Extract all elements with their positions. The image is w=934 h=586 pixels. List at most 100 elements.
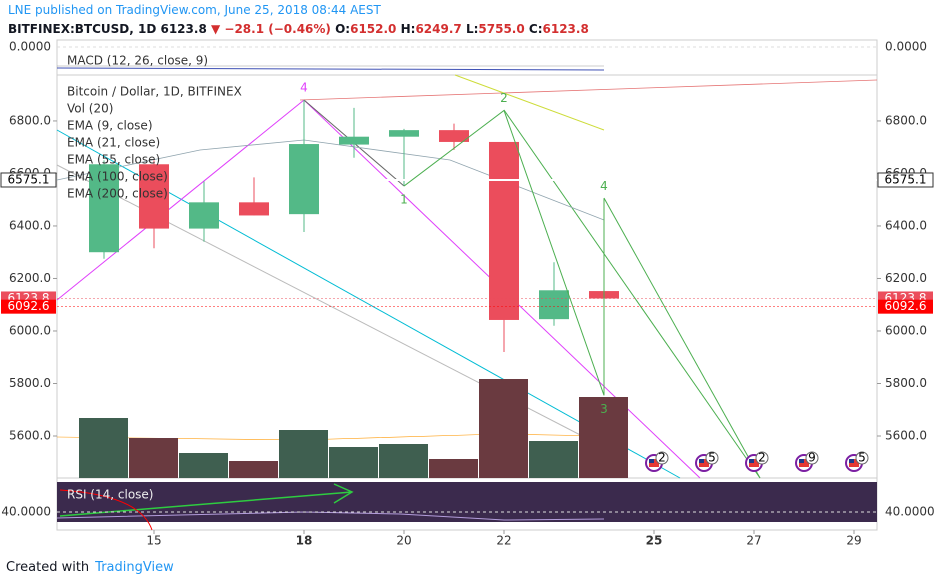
candle-body [139,164,169,229]
macd-line [56,67,605,71]
event-flag [749,459,754,463]
arrow-head [333,483,354,504]
volume-bar [579,397,628,478]
trend-line [454,74,605,131]
wave-label: 4 [300,80,308,94]
volume-bar [279,430,328,478]
legend-entry: Vol (20) [67,102,113,116]
event-badge [855,451,869,465]
candle-body [439,130,469,142]
price-tag-label: 6092.6 [885,299,927,313]
c-label: C: [528,22,543,36]
volume-bar [79,418,128,478]
y-tick-label: 6000.0 [9,323,51,337]
event-count: 9 [808,451,816,465]
rsi-tick-label: 40.0000 [885,505,934,519]
publisher: LNE published on TradingView.com, June 2… [8,3,381,17]
y-tick-label: 6400.0 [885,218,927,232]
o: 6152.0 [350,22,397,36]
y-tick-label: 5600.0 [9,428,51,442]
volume-bar [379,444,428,478]
footer: Created with TradingView [6,560,174,575]
h-label: H: [400,22,416,36]
event-count: 2 [758,451,766,465]
symbol: BITFINEX:BTCUSD, 1D [8,22,157,36]
price-tag-label: 6575.1 [885,172,927,186]
l-label: L: [465,22,479,36]
candle-body [239,202,269,216]
y-tick-label: 6200.0 [9,271,51,285]
wave-label: 2 [500,91,508,105]
rsi-curve [59,489,153,531]
brand: TradingView [95,560,174,575]
x-tick-label: 18 [296,534,313,548]
volume-bar [479,379,528,478]
y-tick-label: 6800.0 [9,113,51,127]
price-tag [0,172,57,188]
y-tick-label: 6000.0 [885,323,927,337]
macd-tick-label: 0.0000 [9,40,51,54]
volume-bar [429,459,478,478]
volume-bar [529,441,578,478]
event-flag [649,459,654,463]
x-tick-label: 20 [396,534,411,548]
wave-label: 4 [600,179,608,193]
rsi-label: RSI (14, close) [67,488,153,502]
y-tick-label: 5800.0 [885,376,927,390]
created: Created with [6,560,90,575]
header: LNE published on TradingView.com, June 2… [0,0,934,40]
candle-body [189,202,219,229]
legend-entry: EMA (100, close) [67,170,168,184]
price-tag [878,299,933,314]
rsi-band [57,482,877,522]
candle-body [389,130,419,137]
event-count: 5 [708,451,716,465]
event-flag [849,459,854,463]
candle-body [289,144,319,215]
x-tick-label: 27 [746,534,761,548]
trend-line [56,99,305,301]
rsi-line [56,511,605,521]
arrow: ▼ [210,22,221,36]
legend-entry: EMA (21, close) [67,136,160,150]
last: 6123.8 [160,22,207,36]
event-badge [805,451,819,465]
macd-tick-label: 0.0000 [885,40,927,54]
legend-entry: Bitcoin / Dollar, 1D, BITFINEX [67,85,242,99]
wave-label: 1 [400,193,408,207]
wave-label: 3 [600,402,608,416]
event-count: 5 [858,451,866,465]
trend-line [299,79,878,101]
y-tick-label: 6800.0 [885,113,927,127]
l: 5755.0 [478,22,525,36]
volume-bar [179,453,228,478]
ema-line [56,433,605,441]
y-tick-label: 6200.0 [885,271,927,285]
y-tick-label: 5800.0 [9,376,51,390]
event-badge [655,451,669,465]
x-tick-label: 29 [846,534,861,548]
candle-body [339,136,369,145]
candle-body [89,164,119,253]
volume-bar [229,461,278,478]
plot-frame [56,39,878,531]
event-badge [755,451,769,465]
trend-line [603,197,761,479]
candle-body [539,290,569,320]
volume-bar [329,447,378,478]
change: −28.1 (−0.46%) [224,22,331,36]
event-count: 2 [658,451,666,465]
legend-entry: EMA (200, close) [67,187,168,201]
legend-entry: EMA (55, close) [67,153,160,167]
volume-bar [129,438,178,478]
wave-line [403,109,605,396]
x-tick-label: 15 [146,534,161,548]
trend-arrow [59,491,353,517]
y-tick-label: 5600.0 [885,428,927,442]
macd-label: MACD (12, 26, close, 9) [67,54,208,68]
x-tick-label: 22 [496,534,511,548]
price-tag [1,299,56,314]
chart: 5600.0 5600.0 5800.0 5800.0 6000.0 6000.0 6200… [0,39,934,548]
price-tag [877,172,934,188]
